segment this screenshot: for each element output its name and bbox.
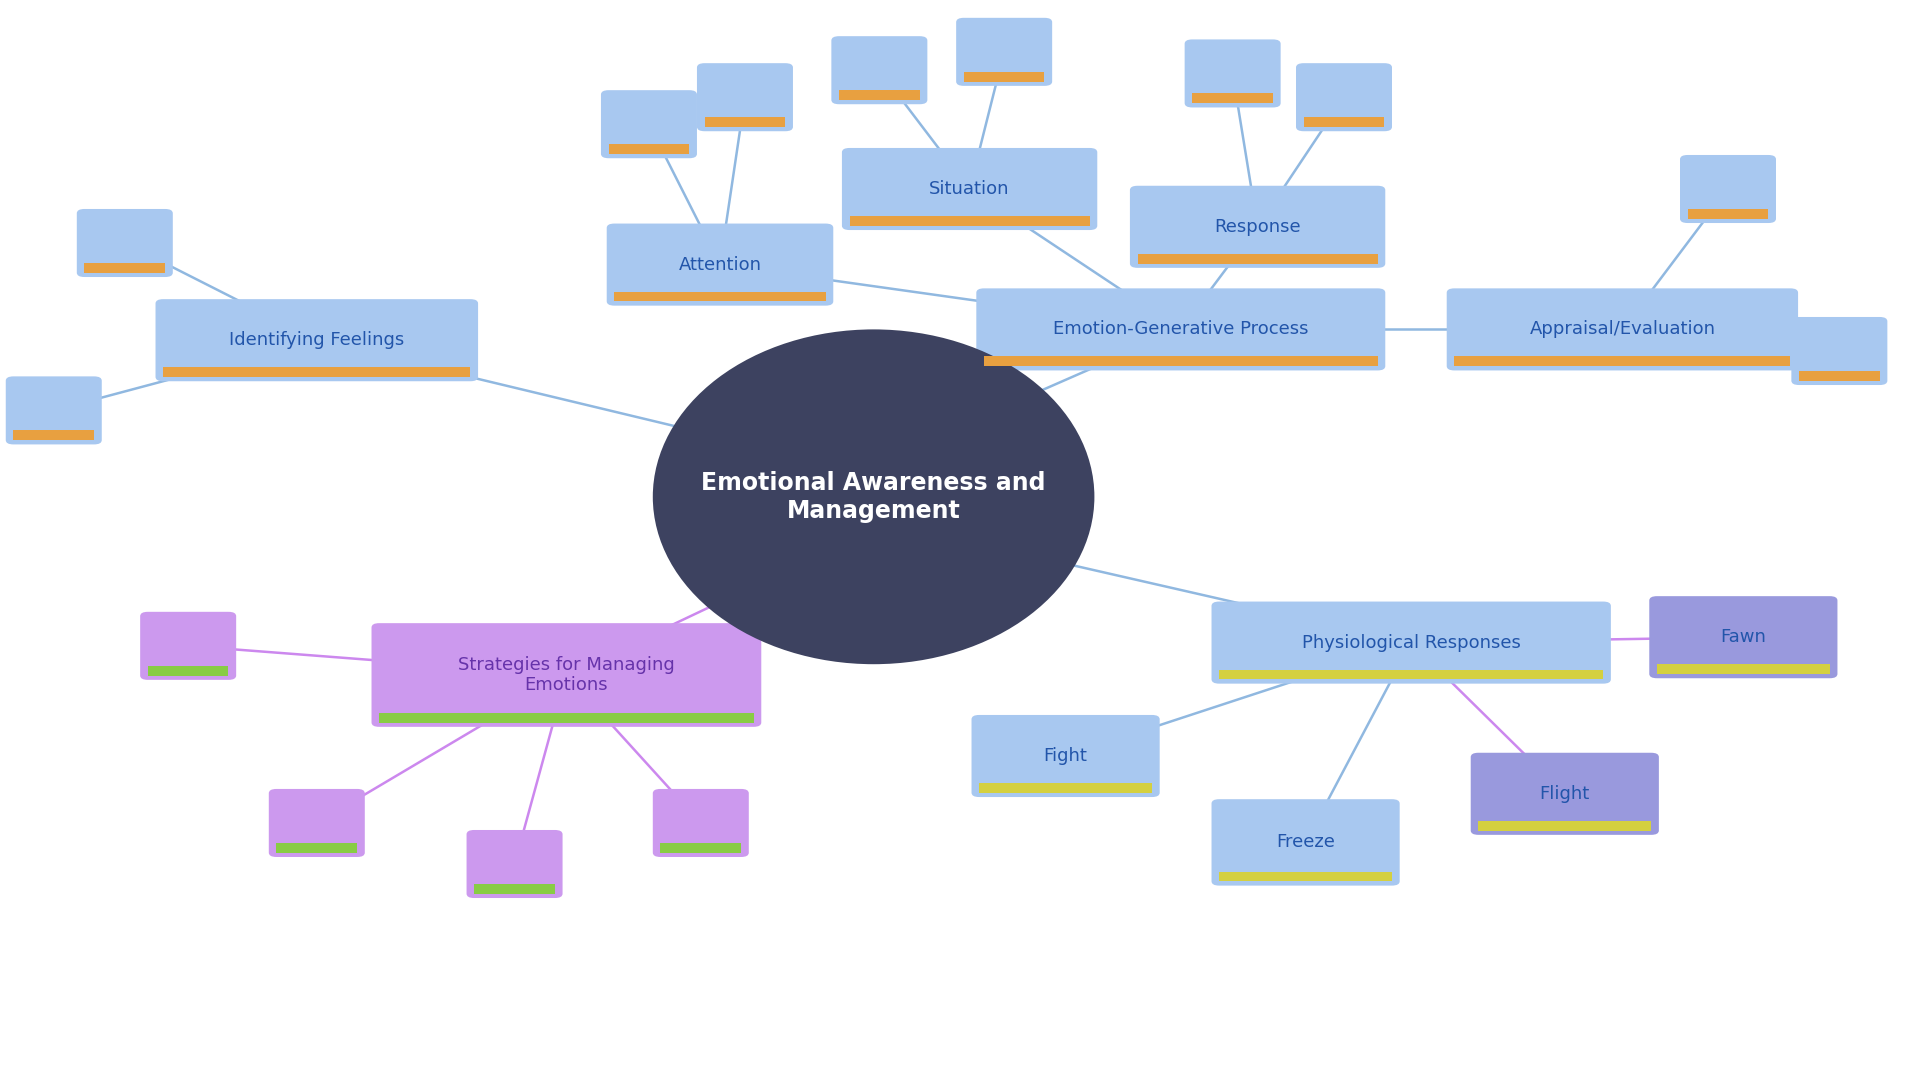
FancyBboxPatch shape xyxy=(1129,186,1386,268)
FancyBboxPatch shape xyxy=(849,216,1089,226)
FancyBboxPatch shape xyxy=(163,367,470,377)
FancyBboxPatch shape xyxy=(1455,356,1789,366)
FancyBboxPatch shape xyxy=(1137,254,1379,264)
FancyBboxPatch shape xyxy=(979,783,1152,793)
FancyBboxPatch shape xyxy=(1212,602,1611,684)
FancyBboxPatch shape xyxy=(841,148,1098,230)
FancyBboxPatch shape xyxy=(607,224,833,306)
FancyBboxPatch shape xyxy=(1185,39,1281,108)
FancyBboxPatch shape xyxy=(831,36,927,105)
Text: Strategies for Managing
Emotions: Strategies for Managing Emotions xyxy=(459,656,674,694)
FancyBboxPatch shape xyxy=(1478,821,1651,831)
FancyBboxPatch shape xyxy=(1192,93,1273,103)
FancyBboxPatch shape xyxy=(609,145,689,153)
FancyBboxPatch shape xyxy=(614,292,826,301)
FancyBboxPatch shape xyxy=(140,611,236,680)
FancyBboxPatch shape xyxy=(6,376,102,445)
FancyBboxPatch shape xyxy=(956,17,1052,86)
FancyBboxPatch shape xyxy=(156,299,478,381)
FancyBboxPatch shape xyxy=(474,885,555,894)
FancyBboxPatch shape xyxy=(972,715,1160,797)
FancyBboxPatch shape xyxy=(1649,596,1837,678)
Text: Fight: Fight xyxy=(1044,747,1087,765)
FancyBboxPatch shape xyxy=(84,262,165,273)
FancyBboxPatch shape xyxy=(697,63,793,131)
Text: Flight: Flight xyxy=(1540,785,1590,802)
FancyBboxPatch shape xyxy=(1680,154,1776,222)
FancyBboxPatch shape xyxy=(1791,318,1887,384)
FancyBboxPatch shape xyxy=(378,713,753,723)
FancyBboxPatch shape xyxy=(983,356,1377,366)
FancyBboxPatch shape xyxy=(371,623,760,727)
FancyBboxPatch shape xyxy=(975,288,1384,370)
FancyBboxPatch shape xyxy=(660,843,741,853)
Text: Response: Response xyxy=(1213,218,1302,235)
FancyBboxPatch shape xyxy=(653,788,749,858)
Text: Emotional Awareness and
Management: Emotional Awareness and Management xyxy=(701,471,1046,523)
FancyBboxPatch shape xyxy=(1219,670,1603,679)
FancyBboxPatch shape xyxy=(1657,664,1830,674)
Text: Appraisal/Evaluation: Appraisal/Evaluation xyxy=(1530,321,1715,338)
FancyBboxPatch shape xyxy=(1799,372,1880,381)
FancyBboxPatch shape xyxy=(705,117,785,126)
FancyBboxPatch shape xyxy=(1446,288,1797,370)
FancyBboxPatch shape xyxy=(1219,872,1392,881)
FancyBboxPatch shape xyxy=(1304,117,1384,126)
Text: Emotion-Generative Process: Emotion-Generative Process xyxy=(1052,321,1309,338)
FancyBboxPatch shape xyxy=(964,71,1044,81)
FancyBboxPatch shape xyxy=(13,430,94,440)
Ellipse shape xyxy=(653,329,1094,664)
FancyBboxPatch shape xyxy=(1688,210,1768,218)
Text: Attention: Attention xyxy=(678,256,762,273)
FancyBboxPatch shape xyxy=(1296,63,1392,131)
FancyBboxPatch shape xyxy=(1471,753,1659,835)
Text: Freeze: Freeze xyxy=(1277,834,1334,851)
FancyBboxPatch shape xyxy=(148,665,228,676)
FancyBboxPatch shape xyxy=(276,843,357,853)
Text: Physiological Responses: Physiological Responses xyxy=(1302,634,1521,651)
Text: Identifying Feelings: Identifying Feelings xyxy=(228,332,405,349)
FancyBboxPatch shape xyxy=(839,91,920,99)
Text: Fawn: Fawn xyxy=(1720,629,1766,646)
Text: Situation: Situation xyxy=(929,180,1010,198)
FancyBboxPatch shape xyxy=(77,210,173,276)
FancyBboxPatch shape xyxy=(467,831,563,899)
FancyBboxPatch shape xyxy=(1212,799,1400,886)
FancyBboxPatch shape xyxy=(601,91,697,158)
FancyBboxPatch shape xyxy=(269,788,365,858)
